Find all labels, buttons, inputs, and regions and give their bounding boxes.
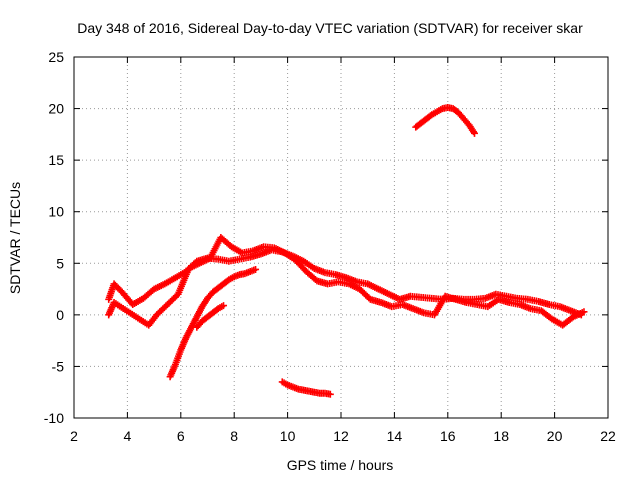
x-tick-label: 2: [70, 428, 78, 444]
x-tick-label: 18: [493, 428, 509, 444]
y-axis-title: SDTVAR / TECUs: [7, 182, 23, 294]
y-tick-label: 15: [48, 152, 64, 168]
ticks: 2 4 6 8 10 12 14 16 18 20 22 -10 -5 0 5 10 15 20 25: [44, 49, 616, 444]
x-tick-label: 12: [333, 428, 349, 444]
grid: [74, 57, 608, 418]
data-point: [471, 129, 478, 137]
y-tick-label: 0: [56, 307, 64, 323]
data-point: [326, 390, 334, 398]
y-tick-label: 10: [48, 204, 64, 220]
x-tick-label: 20: [547, 428, 563, 444]
x-tick-label: 10: [280, 428, 296, 444]
series-dip-track: [278, 378, 334, 398]
y-tick-label: -5: [52, 358, 65, 374]
series-arc-top: [412, 104, 478, 137]
data-layer: [105, 104, 588, 398]
data-point: [580, 308, 588, 316]
y-tick-label: -10: [44, 410, 64, 426]
series-rising-track-1: [166, 265, 260, 381]
x-axis-title: GPS time / hours: [287, 457, 394, 473]
data-point: [220, 302, 228, 310]
series-tracks-b: [105, 234, 588, 329]
y-tick-label: 20: [48, 101, 64, 117]
x-tick-label: 16: [440, 428, 456, 444]
y-tick-label: 25: [48, 49, 64, 65]
series-rising-track-2: [193, 302, 228, 331]
x-tick-label: 14: [387, 428, 403, 444]
y-tick-label: 5: [56, 255, 64, 271]
x-tick-label: 4: [124, 428, 132, 444]
data-point: [252, 265, 260, 273]
chart-title: Day 348 of 2016, Sidereal Day-to-day VTE…: [77, 20, 583, 36]
x-tick-label: 22: [600, 428, 616, 444]
x-tick-label: 8: [230, 428, 238, 444]
x-tick-label: 6: [177, 428, 185, 444]
